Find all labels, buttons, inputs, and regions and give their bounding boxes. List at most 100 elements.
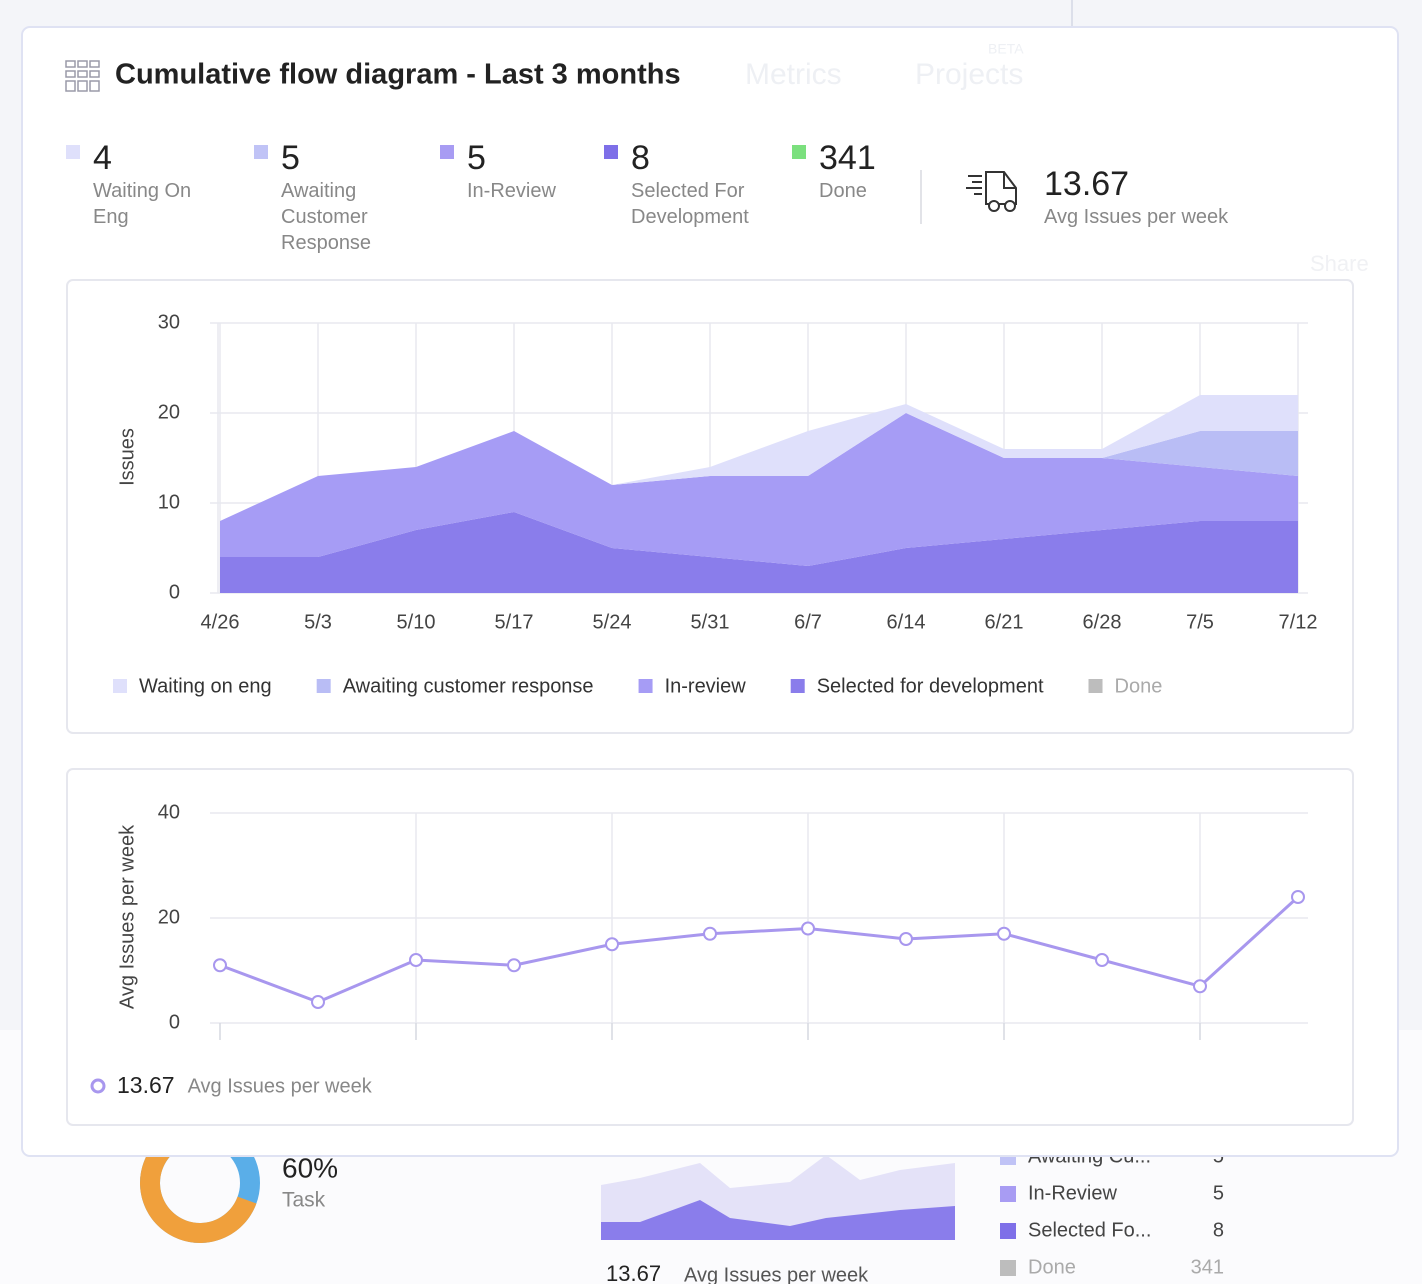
legend-label: Selected for development [817, 675, 1044, 697]
mini-label: Avg Issues per week [684, 1264, 869, 1284]
title-icon [77, 60, 88, 68]
stat-value: 5 [467, 139, 486, 177]
stat-label: Waiting On Eng [93, 180, 192, 228]
y-tick-label: 20 [158, 906, 180, 928]
title-icon [65, 80, 76, 92]
stat-value: 5 [281, 139, 300, 177]
line-point [899, 932, 913, 946]
x-tick-label: 5/24 [593, 611, 632, 633]
line-series [219, 895, 1300, 1004]
legend-swatch [113, 679, 127, 693]
line-point [1193, 979, 1207, 994]
share-button: Share [1310, 251, 1369, 276]
line-point [409, 953, 423, 967]
bg-legend-swatch [1000, 1260, 1016, 1276]
x-tick-label: 5/31 [691, 611, 730, 633]
bg-legend-value: 5 [1213, 1182, 1224, 1204]
area-series [220, 512, 1298, 593]
x-tick-label: 6/21 [985, 611, 1024, 633]
legend-value: 13.67 [117, 1072, 175, 1098]
stat-value: 341 [819, 139, 876, 177]
y-tick-label: 0 [169, 581, 180, 603]
x-tick-label: 7/12 [1279, 611, 1318, 633]
line-point [801, 921, 815, 936]
stat-swatch [604, 145, 618, 159]
stat-swatch [440, 145, 454, 159]
stat-swatch [792, 145, 806, 159]
line-point [1291, 890, 1305, 904]
bg-legend-swatch [1000, 1186, 1016, 1202]
x-tick-label: 4/26 [201, 611, 240, 633]
donut-label: Task [282, 1189, 326, 1212]
x-tick-label: 6/7 [794, 611, 822, 633]
stat-label: Awaiting Customer Response [281, 180, 372, 254]
x-tick-label: 5/10 [397, 611, 436, 633]
bg-legend-value: 341 [1191, 1256, 1224, 1278]
separator [920, 170, 922, 224]
y-tick-label: 30 [158, 311, 180, 333]
nav-badge: BETA [988, 41, 1024, 57]
x-tick-label: 5/3 [304, 611, 332, 633]
bg-legend-name: In-Review [1028, 1182, 1117, 1204]
y-axis-label: Issues [116, 428, 138, 486]
x-tick-label: 6/14 [887, 611, 926, 633]
stat-label: In-Review [467, 180, 556, 202]
line-point [311, 995, 325, 1009]
avg-label: Avg Issues per week [1044, 206, 1229, 228]
mini-area-front [601, 1200, 955, 1240]
legend-label: Done [1115, 675, 1163, 697]
bg-legend-name: Selected Fo... [1028, 1219, 1151, 1241]
title-icon [89, 80, 100, 92]
line-point [997, 926, 1011, 941]
stat-value: 8 [631, 139, 650, 177]
x-tick-label: 7/5 [1186, 611, 1214, 633]
title-icon [77, 80, 88, 92]
nav-item: Metrics [745, 58, 842, 91]
bg-legend-value: 8 [1213, 1219, 1224, 1241]
title-icon [77, 70, 88, 78]
bg-legend-name: Done [1028, 1256, 1076, 1278]
legend-label: Avg Issues per week [188, 1075, 373, 1097]
area-series [220, 395, 1298, 521]
line-point [703, 926, 717, 941]
truck-icon [966, 171, 1017, 212]
stat-swatch [66, 145, 80, 159]
legend-swatch [638, 679, 653, 693]
title-icon [65, 60, 76, 68]
donut-value-label: 60% [282, 1152, 338, 1183]
legend-marker [90, 1078, 106, 1094]
bg-legend-swatch [1000, 1223, 1016, 1239]
legend-label: Awaiting customer response [343, 675, 594, 697]
y-tick-label: 40 [158, 801, 180, 823]
y-axis-label: Avg Issues per week [116, 824, 138, 1009]
mini-value: 13.67 [606, 1261, 661, 1284]
stat-value: 4 [93, 139, 112, 177]
title-icon [65, 70, 76, 78]
line-point [507, 958, 521, 973]
line-point [1095, 953, 1109, 967]
donut-value [140, 1123, 260, 1243]
legend-swatch [790, 679, 805, 693]
y-tick-label: 0 [169, 1011, 180, 1033]
legend-swatch [1088, 679, 1103, 693]
y-tick-label: 20 [158, 401, 180, 423]
stat-label: Selected For Development [631, 180, 749, 228]
legend-label: In-review [665, 675, 747, 697]
y-tick-label: 10 [158, 491, 180, 513]
modal-title: Cumulative flow diagram - Last 3 months [115, 59, 681, 91]
legend-swatch [316, 679, 331, 693]
chart-card [66, 768, 1354, 1126]
area-series [220, 413, 1298, 566]
x-tick-label: 6/28 [1083, 611, 1122, 633]
nav-item: Projects [915, 58, 1023, 91]
stat-swatch [254, 145, 268, 159]
title-icon [89, 60, 100, 68]
stat-label: Done [819, 180, 867, 202]
x-tick-label: 5/17 [495, 611, 534, 633]
title-icon [89, 70, 100, 78]
line-point [605, 937, 619, 952]
legend-label: Waiting on eng [139, 675, 272, 697]
line-point [213, 958, 227, 973]
